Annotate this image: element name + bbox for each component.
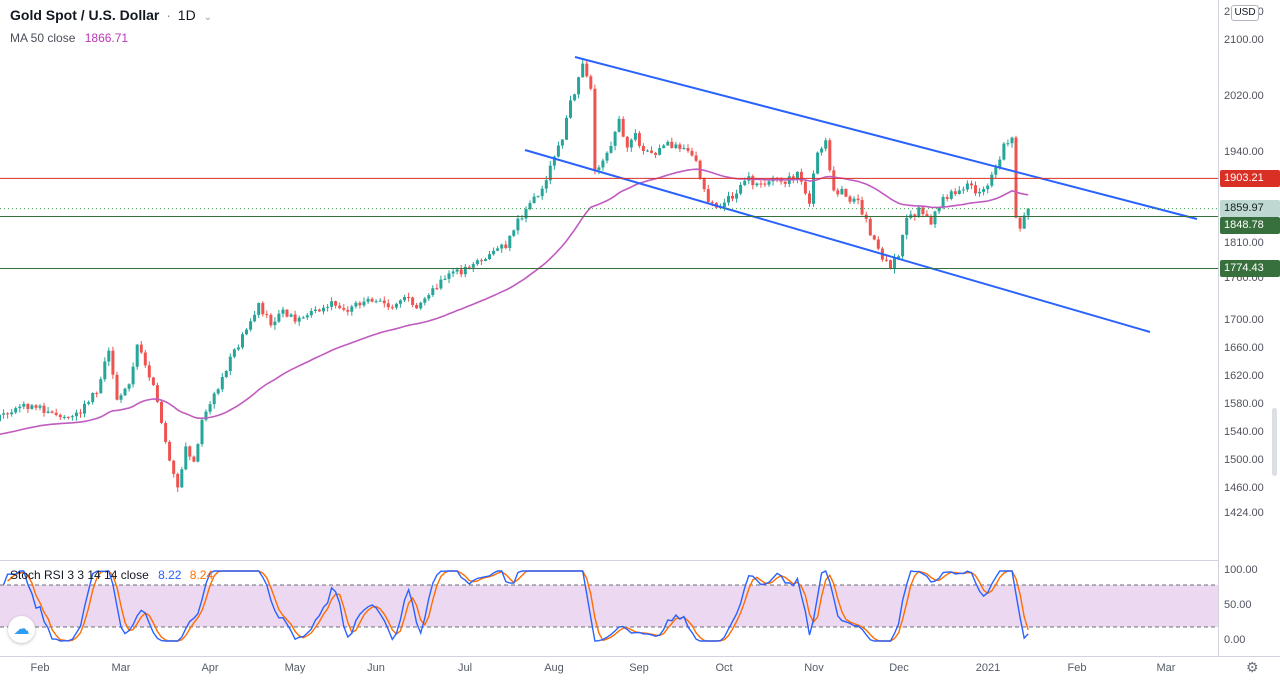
main-chart-canvas[interactable] <box>0 0 1218 560</box>
price-axis-tick: 1940.00 <box>1224 146 1264 158</box>
price-axis-tick: 2100.00 <box>1224 34 1264 46</box>
cloud-sync-icon[interactable]: ☁ <box>8 616 35 643</box>
price-axis-tick: 1700.00 <box>1224 314 1264 326</box>
ma50-line[interactable] <box>0 168 1029 436</box>
price-axis-tick: 1810.00 <box>1224 237 1264 249</box>
currency-toggle-button[interactable]: USD <box>1231 5 1259 21</box>
interval-label[interactable]: 1D <box>177 7 196 23</box>
price-axis-tick: 2020.00 <box>1224 90 1264 102</box>
time-axis[interactable]: Feb Mar Apr May Jun Jul Aug Sep Oct Nov Dec 2021 Feb… <box>0 656 1280 680</box>
time-axis-label[interactable]: Feb <box>1067 662 1087 674</box>
symbol-legend-row[interactable]: Gold Spot / U.S. Dollar · 1D ⌄ <box>10 7 212 23</box>
stoch-legend-label: Stoch RSI 3 3 14 14 close <box>10 568 149 582</box>
pane-divider[interactable] <box>0 558 1218 562</box>
legend-separator: · <box>166 7 171 23</box>
time-axis-label[interactable]: Oct <box>715 662 733 674</box>
time-axis-label[interactable]: Dec <box>889 662 909 674</box>
time-axis-label[interactable]: Mar <box>111 662 131 674</box>
price-level-badge[interactable]: 1848.78 <box>1220 217 1280 234</box>
price-level-badge[interactable]: 1774.43 <box>1220 260 1280 277</box>
trendline-lower[interactable] <box>524 149 1151 333</box>
stoch-legend-row[interactable]: Stoch RSI 3 3 14 14 close 8.22 8.24 <box>10 568 213 582</box>
price-scale-scrollbar[interactable] <box>1272 408 1277 476</box>
price-axis-tick: 1460.00 <box>1224 482 1264 494</box>
price-axis[interactable]: 1424.00 1460.00 1500.00 1540.00 1580.00 1620.… <box>1218 0 1280 656</box>
time-axis-label[interactable]: Apr <box>201 662 219 674</box>
price-axis-tick: 1424.00 <box>1224 507 1264 519</box>
price-axis-tick: 1540.00 <box>1224 426 1264 438</box>
stoch-axis-tick: 50.00 <box>1224 599 1252 611</box>
time-axis-label[interactable]: Aug <box>544 662 564 674</box>
price-axis-tick: 1580.00 <box>1224 398 1264 410</box>
price-axis-tick: 1500.00 <box>1224 454 1264 466</box>
stoch-k-value: 8.22 <box>158 568 182 582</box>
stoch-band <box>0 585 1218 627</box>
stoch-k-line <box>2 570 1029 642</box>
chart-legend: Gold Spot / U.S. Dollar · 1D ⌄ MA 50 clo… <box>10 7 212 46</box>
price-level-badge[interactable]: 1859.97 <box>1220 200 1280 217</box>
stoch-d-value: 8.24 <box>189 568 214 582</box>
price-level-badge[interactable]: 1903.21 <box>1220 170 1280 187</box>
stoch-pane-canvas[interactable] <box>0 560 1218 656</box>
symbol-title[interactable]: Gold Spot / U.S. Dollar <box>10 7 160 23</box>
time-axis-label[interactable]: 2021 <box>975 662 1001 674</box>
time-axis-label[interactable]: Jun <box>367 662 385 674</box>
trendline-upper[interactable] <box>574 56 1198 220</box>
stoch-axis-tick: 100.00 <box>1224 564 1258 576</box>
ma-legend-value: 1866.71 <box>84 31 129 46</box>
price-axis-tick: 1620.00 <box>1224 370 1264 382</box>
chevron-down-icon[interactable]: ⌄ <box>203 12 212 23</box>
time-axis-label[interactable]: Nov <box>804 662 824 674</box>
time-axis-label[interactable]: May <box>284 662 306 674</box>
stoch-axis-tick: 0.00 <box>1224 634 1246 646</box>
settings-gear-icon[interactable]: ⚙ <box>1246 659 1259 675</box>
time-axis-label[interactable]: Jul <box>457 662 473 674</box>
price-axis-tick: 1660.00 <box>1224 342 1264 354</box>
time-axis-label[interactable]: Sep <box>629 662 649 674</box>
candles-layer <box>0 58 1030 493</box>
time-axis-label[interactable]: Mar <box>1156 662 1176 674</box>
ma-legend-label: MA 50 close <box>10 31 76 46</box>
ma-legend-row[interactable]: MA 50 close 1866.71 <box>10 32 212 45</box>
time-axis-label[interactable]: Feb <box>30 662 50 674</box>
